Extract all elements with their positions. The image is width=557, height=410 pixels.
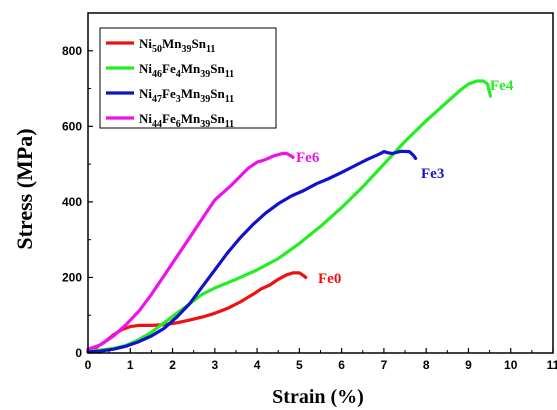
- x-tick-label: 0: [85, 358, 92, 372]
- legend-entry-2: Ni46Fe4Mn39Sn11: [139, 61, 234, 80]
- legend-entry-1: Ni50Mn39Sn11: [139, 36, 215, 55]
- x-tick-label: 7: [381, 358, 388, 372]
- x-tick-label: 4: [254, 358, 261, 372]
- x-tick-label: 8: [423, 358, 430, 372]
- x-tick-label: 2: [169, 358, 176, 372]
- series-annotation-fe3: Fe3: [421, 166, 444, 182]
- x-tick-label: 11: [547, 358, 557, 372]
- axis-ticks: 0 1 2 3 4 5 6 7 8 9 10 11 0 200 400 600 800: [62, 44, 557, 372]
- y-tick-label: 600: [62, 119, 82, 133]
- x-tick-label: 5: [296, 358, 303, 372]
- y-axis-title: Stress (MPa): [12, 128, 37, 249]
- series-annotation-fe6: Fe6: [296, 150, 320, 166]
- legend-box: [99, 27, 277, 129]
- series-annotation-fe4: Fe4: [490, 78, 514, 94]
- y-tick-label: 400: [62, 195, 82, 209]
- y-tick-label: 200: [62, 270, 82, 284]
- x-tick-label: 9: [465, 358, 472, 372]
- series-line-2: [86, 79, 492, 353]
- x-axis-title: Strain (%): [272, 386, 364, 408]
- legend-entry-4: Ni44Fe6Mn39Sn11: [139, 111, 234, 130]
- legend: Ni50Mn39Sn11 Ni46Fe4Mn39Sn11 Ni47Fe3Mn39Sn…: [99, 27, 277, 130]
- series-line-4: [86, 151, 295, 351]
- series-line-1: [86, 271, 308, 352]
- x-tick-label: 10: [504, 358, 518, 372]
- x-tick-label: 6: [338, 358, 345, 372]
- legend-entry-3: Ni47Fe3Mn39Sn11: [139, 86, 234, 105]
- series-annotation-fe0: Fe0: [318, 271, 341, 287]
- x-tick-label: 1: [127, 358, 134, 372]
- y-tick-label: 800: [62, 44, 82, 58]
- y-tick-label: 0: [75, 346, 82, 360]
- x-tick-label: 3: [211, 358, 218, 372]
- series-line-3: [86, 149, 418, 354]
